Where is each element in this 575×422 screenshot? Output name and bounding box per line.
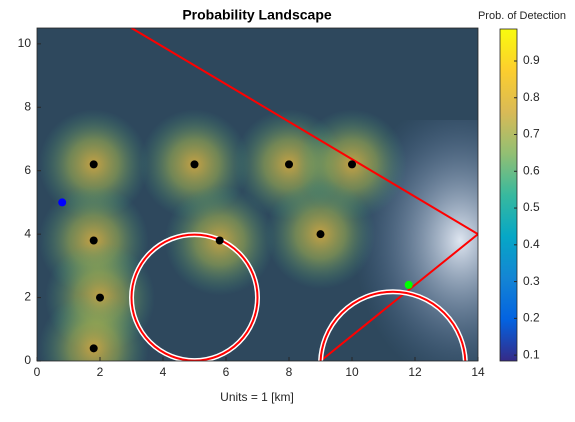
point (96, 294, 104, 302)
x-tick-label: 6 (223, 365, 230, 379)
y-tick-label: 8 (24, 99, 31, 113)
colorbar-tick-label: 0.5 (523, 200, 540, 214)
point (90, 344, 98, 352)
chart: Probability Landscape Units = 1 [km] Pro… (0, 0, 575, 417)
colorbar-tick-label: 0.1 (523, 347, 540, 361)
x-tick-label: 2 (97, 365, 104, 379)
y-tick-label: 4 (24, 226, 31, 240)
colorbar-tick-label: 0.8 (523, 90, 540, 104)
colorbar-tick-label: 0.9 (523, 53, 540, 67)
x-tick-label: 4 (160, 365, 167, 379)
colorbar-tick-label: 0.6 (523, 163, 540, 177)
point (405, 281, 413, 289)
colorbar-label: Prob. of Detection (478, 10, 566, 22)
x-tick-label: 0 (34, 365, 41, 379)
point (285, 160, 293, 168)
x-tick-label: 10 (345, 365, 359, 379)
chart-title: Probability Landscape (182, 7, 332, 23)
y-tick-label: 0 (24, 353, 31, 367)
x-tick-label: 14 (471, 365, 485, 379)
colorbar (500, 29, 517, 361)
colorbar-tick-label: 0.3 (523, 274, 540, 288)
x-tick-label: 8 (286, 365, 293, 379)
x-tick-label: 12 (408, 365, 422, 379)
y-tick-label: 6 (24, 163, 31, 177)
colorbar-tick-label: 0.7 (523, 127, 540, 141)
point (90, 160, 98, 168)
point (90, 236, 98, 244)
point (216, 236, 224, 244)
x-axis-label: Units = 1 [km] (220, 390, 294, 404)
plot-area (37, 28, 478, 417)
colorbar-tick-label: 0.4 (523, 237, 540, 251)
y-tick-label: 2 (24, 290, 31, 304)
point (317, 230, 325, 238)
point (58, 198, 66, 206)
point (191, 160, 199, 168)
y-tick-label: 10 (18, 36, 32, 50)
point (348, 160, 356, 168)
colorbar-tick-label: 0.2 (523, 311, 540, 325)
